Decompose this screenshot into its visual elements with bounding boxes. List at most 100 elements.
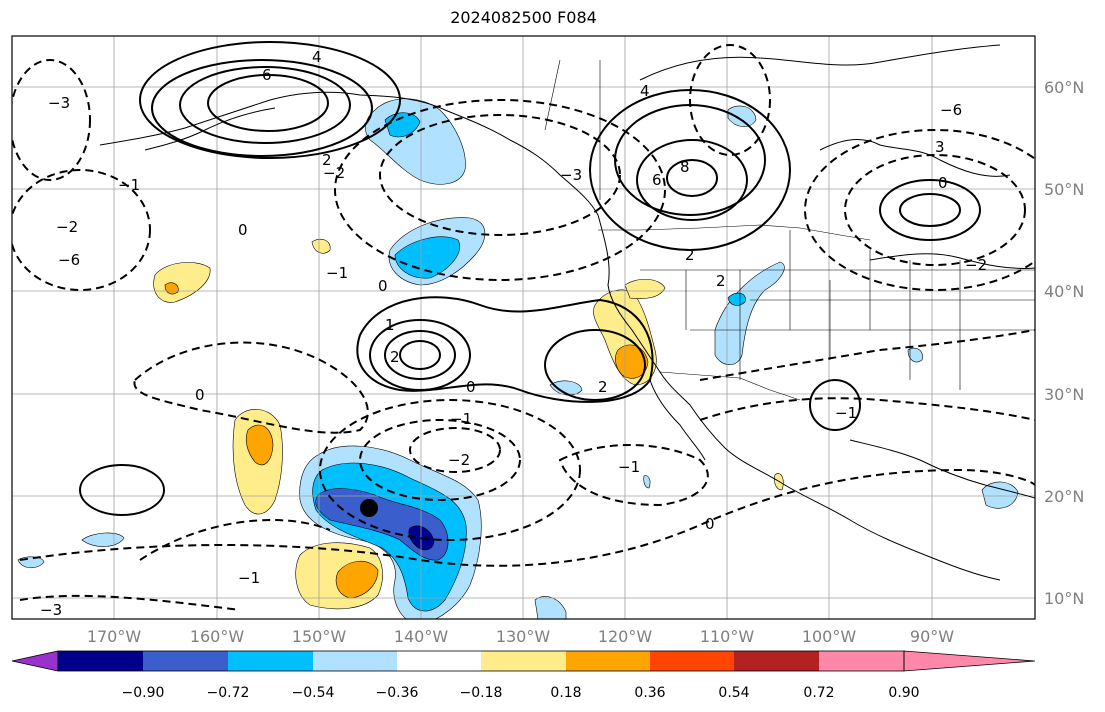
colorbar-segment bbox=[650, 651, 736, 671]
colorbar-tick-label: −0.90 bbox=[122, 685, 165, 701]
border-path bbox=[544, 59, 601, 200]
contour-label: −1 bbox=[118, 176, 140, 194]
lon-axis: 170°W 160°W 150°W 140°W 130°W 120°W 110°… bbox=[87, 627, 954, 646]
contour-line bbox=[809, 379, 861, 431]
contour-line bbox=[699, 397, 1035, 421]
contour-line bbox=[699, 329, 1035, 381]
contour-line bbox=[359, 419, 521, 501]
contour-label: −6 bbox=[58, 251, 80, 269]
negative-field bbox=[907, 347, 923, 363]
contour-line bbox=[558, 444, 709, 507]
contours-negative bbox=[12, 44, 1035, 611]
colorbar-segment bbox=[481, 651, 567, 671]
contour-label: −3 bbox=[40, 601, 62, 619]
negative-field bbox=[81, 532, 125, 547]
positive-field bbox=[624, 279, 666, 299]
contour-line bbox=[139, 41, 401, 159]
colorbar-frame bbox=[57, 650, 905, 672]
contour-line bbox=[879, 179, 981, 241]
lon-label: 170°W bbox=[87, 627, 142, 646]
contour-line bbox=[666, 159, 718, 197]
coastline-path bbox=[819, 139, 1011, 177]
lon-label: 160°W bbox=[190, 627, 245, 646]
contour-label: −1 bbox=[238, 569, 260, 587]
border-path bbox=[640, 269, 1035, 331]
colorbar-tick-label: −0.72 bbox=[207, 685, 250, 701]
colorbar-segment bbox=[228, 651, 314, 671]
coastline-path bbox=[649, 379, 706, 461]
contour-label: 1 bbox=[385, 316, 395, 334]
positive-field bbox=[311, 238, 331, 254]
contour-line bbox=[409, 427, 501, 473]
contour-label: −1 bbox=[835, 404, 857, 422]
contour-label: 4 bbox=[640, 82, 650, 100]
coastline-path bbox=[99, 91, 1001, 581]
contour-line bbox=[544, 329, 646, 401]
contour-label: −2 bbox=[448, 451, 470, 469]
lat-label: 20°N bbox=[1044, 487, 1084, 506]
lat-label: 30°N bbox=[1044, 385, 1084, 404]
contour-line bbox=[319, 399, 581, 541]
storm-center-marker bbox=[360, 499, 378, 517]
lon-label: 90°W bbox=[910, 627, 954, 646]
lon-label: 100°W bbox=[802, 627, 857, 646]
contour-label: 6 bbox=[652, 171, 662, 189]
colorbar-segment bbox=[819, 651, 905, 671]
contour-line bbox=[12, 169, 151, 291]
contour-line bbox=[179, 66, 351, 144]
contour-line bbox=[334, 99, 666, 281]
colorbar-tick-label: 0.90 bbox=[888, 685, 919, 701]
contour-labels: 6 4 2 0 −1 −2 −3 −6 8 6 4 2 1 2 0 −1 −2 … bbox=[40, 48, 987, 619]
colorbar-segment bbox=[143, 651, 229, 671]
lon-label: 150°W bbox=[292, 627, 347, 646]
lat-label: 60°N bbox=[1044, 78, 1084, 97]
contour-label: −1 bbox=[618, 458, 640, 476]
colorbar-tick-label: 0.18 bbox=[550, 685, 581, 701]
positive-field bbox=[335, 560, 379, 599]
lon-label: 130°W bbox=[496, 627, 551, 646]
lon-label: 120°W bbox=[598, 627, 653, 646]
lon-label: 110°W bbox=[700, 627, 755, 646]
contour-label: 2 bbox=[598, 378, 608, 396]
colorbar-tick-label: 0.72 bbox=[803, 685, 834, 701]
contour-label: 2 bbox=[716, 272, 726, 290]
map-background bbox=[12, 36, 1035, 619]
negative-field bbox=[714, 261, 785, 366]
lat-label: 40°N bbox=[1044, 282, 1084, 301]
colorbar-tick-label: 0.54 bbox=[718, 685, 749, 701]
contour-label: 0 bbox=[195, 386, 205, 404]
contour-line bbox=[356, 296, 654, 403]
graticule bbox=[12, 36, 1035, 619]
contour-line bbox=[139, 519, 331, 561]
colorbar-tick-label: −0.18 bbox=[460, 685, 503, 701]
colorbar-tick-label: −0.54 bbox=[292, 685, 335, 701]
contour-label: −6 bbox=[940, 101, 962, 119]
contour-line bbox=[379, 114, 621, 236]
contour-line bbox=[151, 59, 373, 157]
map-title: 2024082500 F084 bbox=[450, 8, 597, 27]
contour-line bbox=[636, 139, 748, 221]
contour-label: 2 bbox=[390, 348, 400, 366]
negative-field bbox=[394, 236, 460, 279]
contour-label: 0 bbox=[705, 515, 715, 533]
lat-label: 10°N bbox=[1044, 589, 1084, 608]
lat-label: 50°N bbox=[1044, 180, 1084, 199]
colorbar-segment bbox=[313, 651, 399, 671]
contour-label: 8 bbox=[680, 158, 690, 176]
coastlines bbox=[99, 44, 1035, 581]
map-frame bbox=[11, 35, 1036, 620]
contour-label: −3 bbox=[560, 166, 582, 184]
borders bbox=[544, 59, 1035, 401]
contour-line bbox=[384, 330, 456, 380]
colorbar-extend-low bbox=[11, 650, 59, 672]
contour-label: −2 bbox=[323, 164, 345, 182]
positive-field bbox=[245, 424, 274, 466]
contours-positive bbox=[79, 41, 981, 516]
coastline-path bbox=[869, 253, 1035, 269]
contour-line bbox=[79, 464, 165, 516]
negative-field bbox=[643, 475, 651, 489]
negative-field bbox=[549, 380, 583, 396]
contour-label: −2 bbox=[56, 218, 78, 236]
contour-line bbox=[899, 193, 961, 227]
